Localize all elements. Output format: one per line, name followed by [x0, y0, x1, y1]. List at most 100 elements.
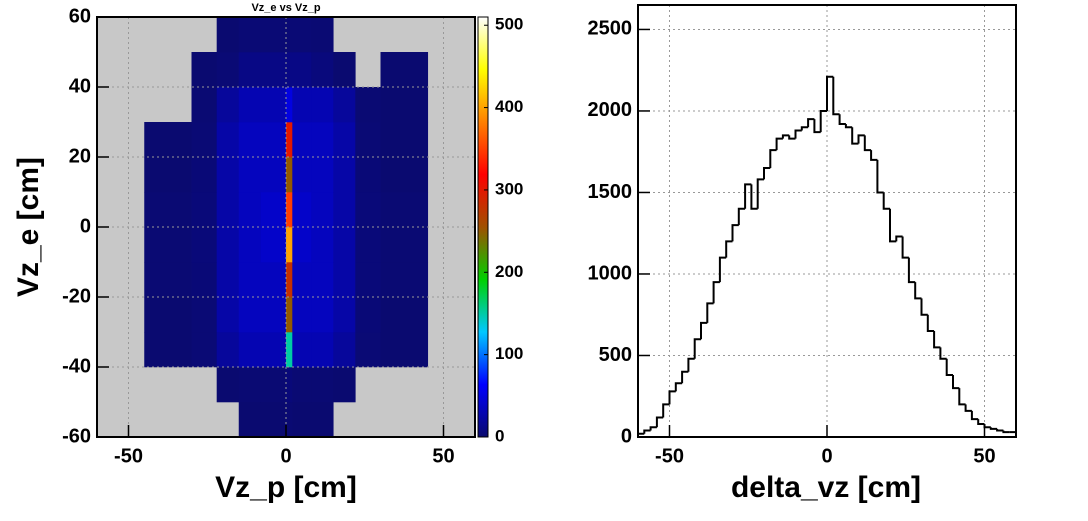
histogram-bin — [668, 390, 676, 405]
histogram-bin — [662, 403, 670, 418]
heatmap-cell — [191, 192, 217, 228]
heatmap-cell — [286, 402, 293, 438]
heatmap-cell — [260, 17, 287, 53]
histogram-bin — [731, 224, 739, 242]
histogram-bin — [807, 118, 815, 128]
heatmap-cell — [216, 52, 240, 88]
heatmap-cell — [238, 17, 262, 53]
histogram-bin — [769, 149, 777, 169]
heatmap-cell — [260, 122, 287, 158]
heatmap-cell — [380, 192, 429, 228]
heatmap-cell — [311, 262, 334, 298]
heatmap-cell — [355, 297, 381, 333]
heatmap-cell — [311, 52, 334, 88]
x-axis-label: Vz_p [cm] — [215, 471, 357, 504]
histogram-bin — [693, 338, 701, 359]
heatmap-cell — [380, 157, 429, 193]
heatmap-cell — [260, 52, 287, 88]
x-tick-label: -50 — [655, 445, 684, 467]
heatmap-cell — [286, 157, 293, 193]
heatmap-cell — [216, 227, 240, 263]
x-tick-label: 50 — [432, 445, 454, 467]
heatmap-cell — [286, 227, 293, 263]
heatmap-cell — [333, 227, 356, 263]
heatmap-cell — [286, 17, 293, 53]
heatmap-cell — [238, 262, 262, 298]
heatmap-cell — [292, 192, 312, 228]
heatmap-cell — [286, 87, 293, 123]
heatmap-cell — [191, 262, 217, 298]
heatmap-cell — [333, 157, 356, 193]
heatmap-cell — [191, 52, 217, 88]
histogram-bin — [838, 114, 846, 126]
heatmap-cell — [311, 192, 334, 228]
heatmap-cell — [238, 367, 262, 403]
heatmap-cell — [238, 122, 262, 158]
histogram-bin — [725, 240, 733, 258]
histogram-bin — [655, 416, 664, 428]
y-tick-label: -20 — [62, 285, 91, 307]
colorbar-tick-label: 200 — [495, 262, 523, 281]
histogram-bin — [781, 134, 790, 139]
heatmap-cell — [333, 262, 356, 298]
heatmap-cell — [216, 367, 240, 403]
histogram-bin — [788, 135, 796, 140]
x-axis-label: delta_vz [cm] — [731, 471, 921, 504]
heatmap-cell — [311, 122, 334, 158]
plot-frame — [96, 16, 476, 438]
histogram-bin — [737, 207, 746, 226]
histogram-bin — [687, 357, 695, 372]
histogram-bin — [744, 183, 752, 209]
heatmap-cell — [333, 122, 356, 158]
heatmap-cell — [380, 332, 429, 368]
colorbar-tick-label: 300 — [495, 179, 523, 198]
heatmap-cell — [216, 297, 240, 333]
heatmap-cell — [286, 52, 293, 88]
heatmap-cell — [286, 122, 293, 158]
heatmap-cell — [292, 17, 312, 53]
heatmap-cell — [144, 192, 192, 228]
y-tick-label: -60 — [62, 425, 91, 447]
heatmap-cell — [333, 192, 356, 228]
heatmap-cell — [216, 122, 240, 158]
y-axis-label: Vz_e [cm] — [12, 157, 45, 297]
histogram-bin — [914, 282, 922, 300]
histogram-bin — [775, 137, 783, 151]
y-tick-label: 2000 — [588, 99, 633, 121]
heatmap-cell — [333, 52, 356, 88]
heatmap-cell — [286, 367, 293, 403]
histogram-bin — [706, 302, 714, 323]
histogram-bin — [970, 410, 979, 421]
heatmap-cell — [144, 297, 192, 333]
heatmap-cell — [380, 262, 429, 298]
heatmap-cell — [144, 122, 192, 158]
histogram-bin — [819, 109, 827, 133]
histogram-bin — [983, 423, 991, 429]
plot-frame — [637, 4, 1017, 438]
heatmap-cell — [355, 192, 381, 228]
heatmap-cell — [355, 87, 381, 123]
y-tick-label: 0 — [621, 425, 632, 447]
heatmap-cell — [333, 87, 356, 123]
heatmap-cell — [292, 262, 312, 298]
colorbar — [477, 16, 489, 438]
heatmap-cell — [286, 262, 293, 298]
histogram-bin — [844, 124, 853, 129]
heatmap-cell — [286, 332, 293, 368]
heatmap-cell — [260, 262, 287, 298]
heatmap-cell — [292, 227, 312, 263]
heatmap-cell — [144, 227, 192, 263]
histogram-bin — [926, 314, 935, 333]
heatmap-cell — [355, 122, 381, 158]
histogram-bin — [895, 235, 903, 242]
heatmap-cell — [311, 157, 334, 193]
histogram-bin — [813, 119, 821, 134]
heatmap-cell — [355, 157, 381, 193]
histogram-bin — [712, 281, 720, 304]
heatmap-cell — [292, 402, 312, 438]
histogram-bin — [637, 432, 645, 437]
y-tick-label: 1500 — [588, 181, 633, 203]
heatmap-cell — [260, 87, 287, 123]
heatmap-cell — [191, 297, 217, 333]
